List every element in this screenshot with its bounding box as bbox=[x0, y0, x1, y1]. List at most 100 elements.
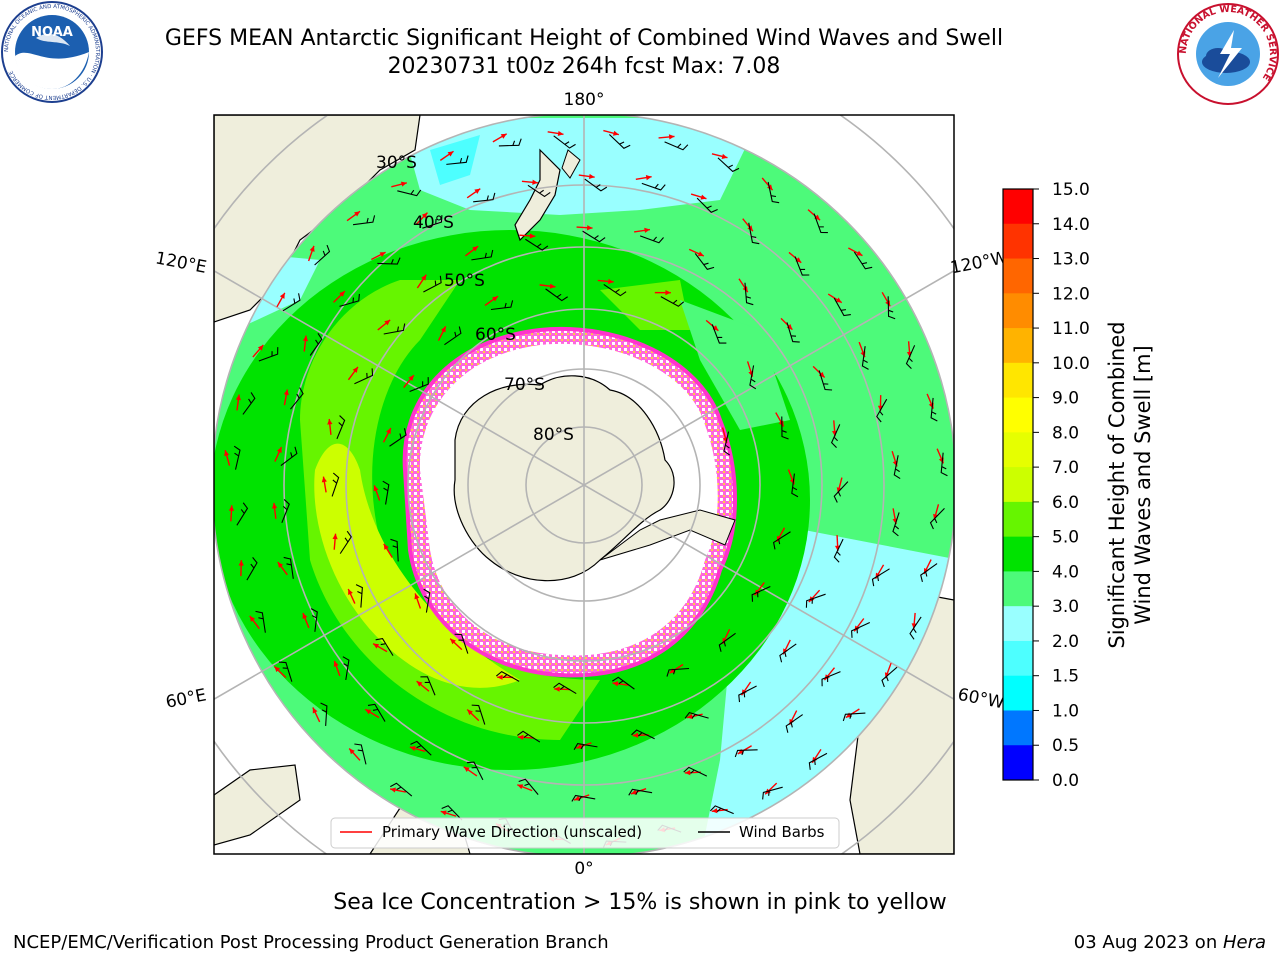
wave-arrow-head bbox=[386, 428, 391, 435]
wind-barb bbox=[471, 249, 494, 261]
lon-label-bottom: 0° bbox=[574, 859, 593, 879]
wind-barb bbox=[791, 473, 799, 498]
wind-barb bbox=[471, 704, 486, 725]
wave-arrow-head bbox=[818, 371, 825, 378]
wave-arrow-head bbox=[276, 447, 282, 454]
wave-arrow-head bbox=[348, 589, 353, 596]
wind-barb bbox=[255, 610, 266, 633]
noaa-logo-text: NOAA bbox=[31, 25, 73, 40]
wave-arrow-head bbox=[700, 194, 707, 200]
wave-arrow-head bbox=[711, 808, 718, 814]
colorbar: 0.0 0.5 1.0 1.5 2.0 3.0 4.0 5.0 6.0 7.0 8.0 9.0 10.0… bbox=[1002, 180, 1090, 791]
wave-arrow-head bbox=[684, 770, 691, 776]
credit-date-text: 03 Aug 2023 on bbox=[1073, 932, 1223, 953]
wave-arrow-head bbox=[440, 326, 446, 333]
wave-arrow-head bbox=[327, 418, 333, 425]
wave-arrow-head bbox=[856, 250, 863, 256]
wave-arrow-head bbox=[440, 810, 447, 816]
wind-barb bbox=[821, 671, 841, 687]
wind-barb bbox=[339, 530, 352, 554]
wave-arrow-head bbox=[588, 173, 595, 180]
wave-arrow-head bbox=[257, 344, 264, 351]
wave-arrow-head bbox=[529, 233, 536, 239]
wind-barb bbox=[517, 730, 541, 743]
wave-arrow-head bbox=[279, 292, 285, 299]
colorbar-tick-label: 13.0 bbox=[1052, 250, 1090, 270]
wind-barb bbox=[466, 761, 484, 781]
wind-barb bbox=[881, 666, 898, 688]
wind-barb bbox=[749, 365, 757, 390]
wind-barb bbox=[331, 472, 340, 497]
wind-barb bbox=[666, 667, 690, 677]
wind-barb bbox=[573, 743, 598, 750]
wind-barb bbox=[281, 499, 290, 523]
wave-arrow-head bbox=[517, 784, 524, 790]
wind-barb bbox=[342, 656, 350, 681]
wind-barb bbox=[390, 538, 399, 562]
wind-barb bbox=[893, 455, 901, 480]
wind-barb bbox=[748, 222, 760, 245]
antarctica-land bbox=[453, 375, 675, 582]
wave-arrow-head bbox=[612, 130, 619, 136]
wind-barb bbox=[423, 588, 431, 613]
wind-barb bbox=[876, 398, 888, 423]
colorbar-tick-label: 12.0 bbox=[1052, 284, 1090, 304]
wind-barb bbox=[397, 189, 422, 197]
wind-barb bbox=[920, 563, 938, 583]
wind-barb bbox=[794, 256, 810, 276]
colorbar-segment bbox=[1003, 745, 1033, 781]
wave-arrow-head bbox=[721, 153, 728, 159]
lon-label-top: 180° bbox=[564, 90, 605, 110]
wind-barb bbox=[930, 397, 938, 422]
map-legend: Primary Wave Direction (unscaled) Wind B… bbox=[330, 817, 840, 849]
wave-arrow-head bbox=[238, 560, 244, 566]
wind-barb bbox=[813, 213, 828, 234]
wave-arrow-head bbox=[277, 561, 284, 568]
wave-arrow-head bbox=[557, 130, 564, 137]
wave-arrow-head bbox=[224, 450, 230, 457]
lon-label-upper-left: 120°E bbox=[154, 248, 209, 277]
wave-arrow-head bbox=[450, 638, 456, 645]
colorbar-tick-label: 14.0 bbox=[1052, 215, 1090, 235]
wind-barb bbox=[446, 155, 469, 165]
wave-arrow-head bbox=[352, 366, 358, 373]
wind-barb bbox=[664, 141, 689, 151]
colorbar-tick-label: 8.0 bbox=[1052, 423, 1079, 443]
wave-arrow-head bbox=[554, 686, 560, 692]
lat-label-60s: 60°S bbox=[475, 325, 516, 345]
wind-barb bbox=[527, 184, 551, 198]
colorbar-segment bbox=[1003, 397, 1033, 433]
wave-arrow-head bbox=[354, 211, 361, 217]
colorbar-tick-label: 11.0 bbox=[1052, 319, 1090, 339]
wind-barb bbox=[553, 135, 576, 149]
wind-barb bbox=[584, 178, 608, 192]
wind-barb bbox=[818, 370, 833, 391]
wind-barb bbox=[553, 682, 577, 695]
wind-barb bbox=[773, 531, 791, 550]
wave-arrow-head bbox=[517, 734, 524, 740]
lon-label-lower-right: 60°W bbox=[956, 685, 1006, 714]
wind-barb bbox=[498, 138, 522, 147]
wave-arrow-head bbox=[383, 543, 389, 550]
wave-arrow-head bbox=[421, 212, 428, 219]
wind-barb bbox=[420, 676, 436, 696]
wave-arrow-head bbox=[644, 227, 650, 233]
colorbar-tick-label: 0.5 bbox=[1052, 736, 1079, 756]
wind-barb bbox=[236, 502, 249, 526]
wave-arrow-head bbox=[302, 612, 308, 619]
wind-barb bbox=[762, 786, 783, 800]
wind-barb bbox=[525, 238, 549, 251]
wave-arrow-head bbox=[409, 745, 416, 752]
wind-barb bbox=[571, 794, 596, 802]
legend-wave-label: Primary Wave Direction (unscaled) bbox=[382, 823, 642, 841]
wind-barb bbox=[738, 685, 757, 703]
wave-arrow-head bbox=[668, 134, 675, 140]
wave-arrow-head bbox=[400, 181, 407, 187]
colorbar-segment bbox=[1003, 536, 1033, 572]
wind-barb bbox=[422, 215, 443, 229]
wave-arrow-head bbox=[586, 225, 593, 231]
colorbar-segment bbox=[1003, 293, 1033, 329]
wave-arrow-head bbox=[665, 290, 671, 296]
wind-barb bbox=[409, 377, 429, 393]
new-zealand-land bbox=[514, 148, 561, 242]
